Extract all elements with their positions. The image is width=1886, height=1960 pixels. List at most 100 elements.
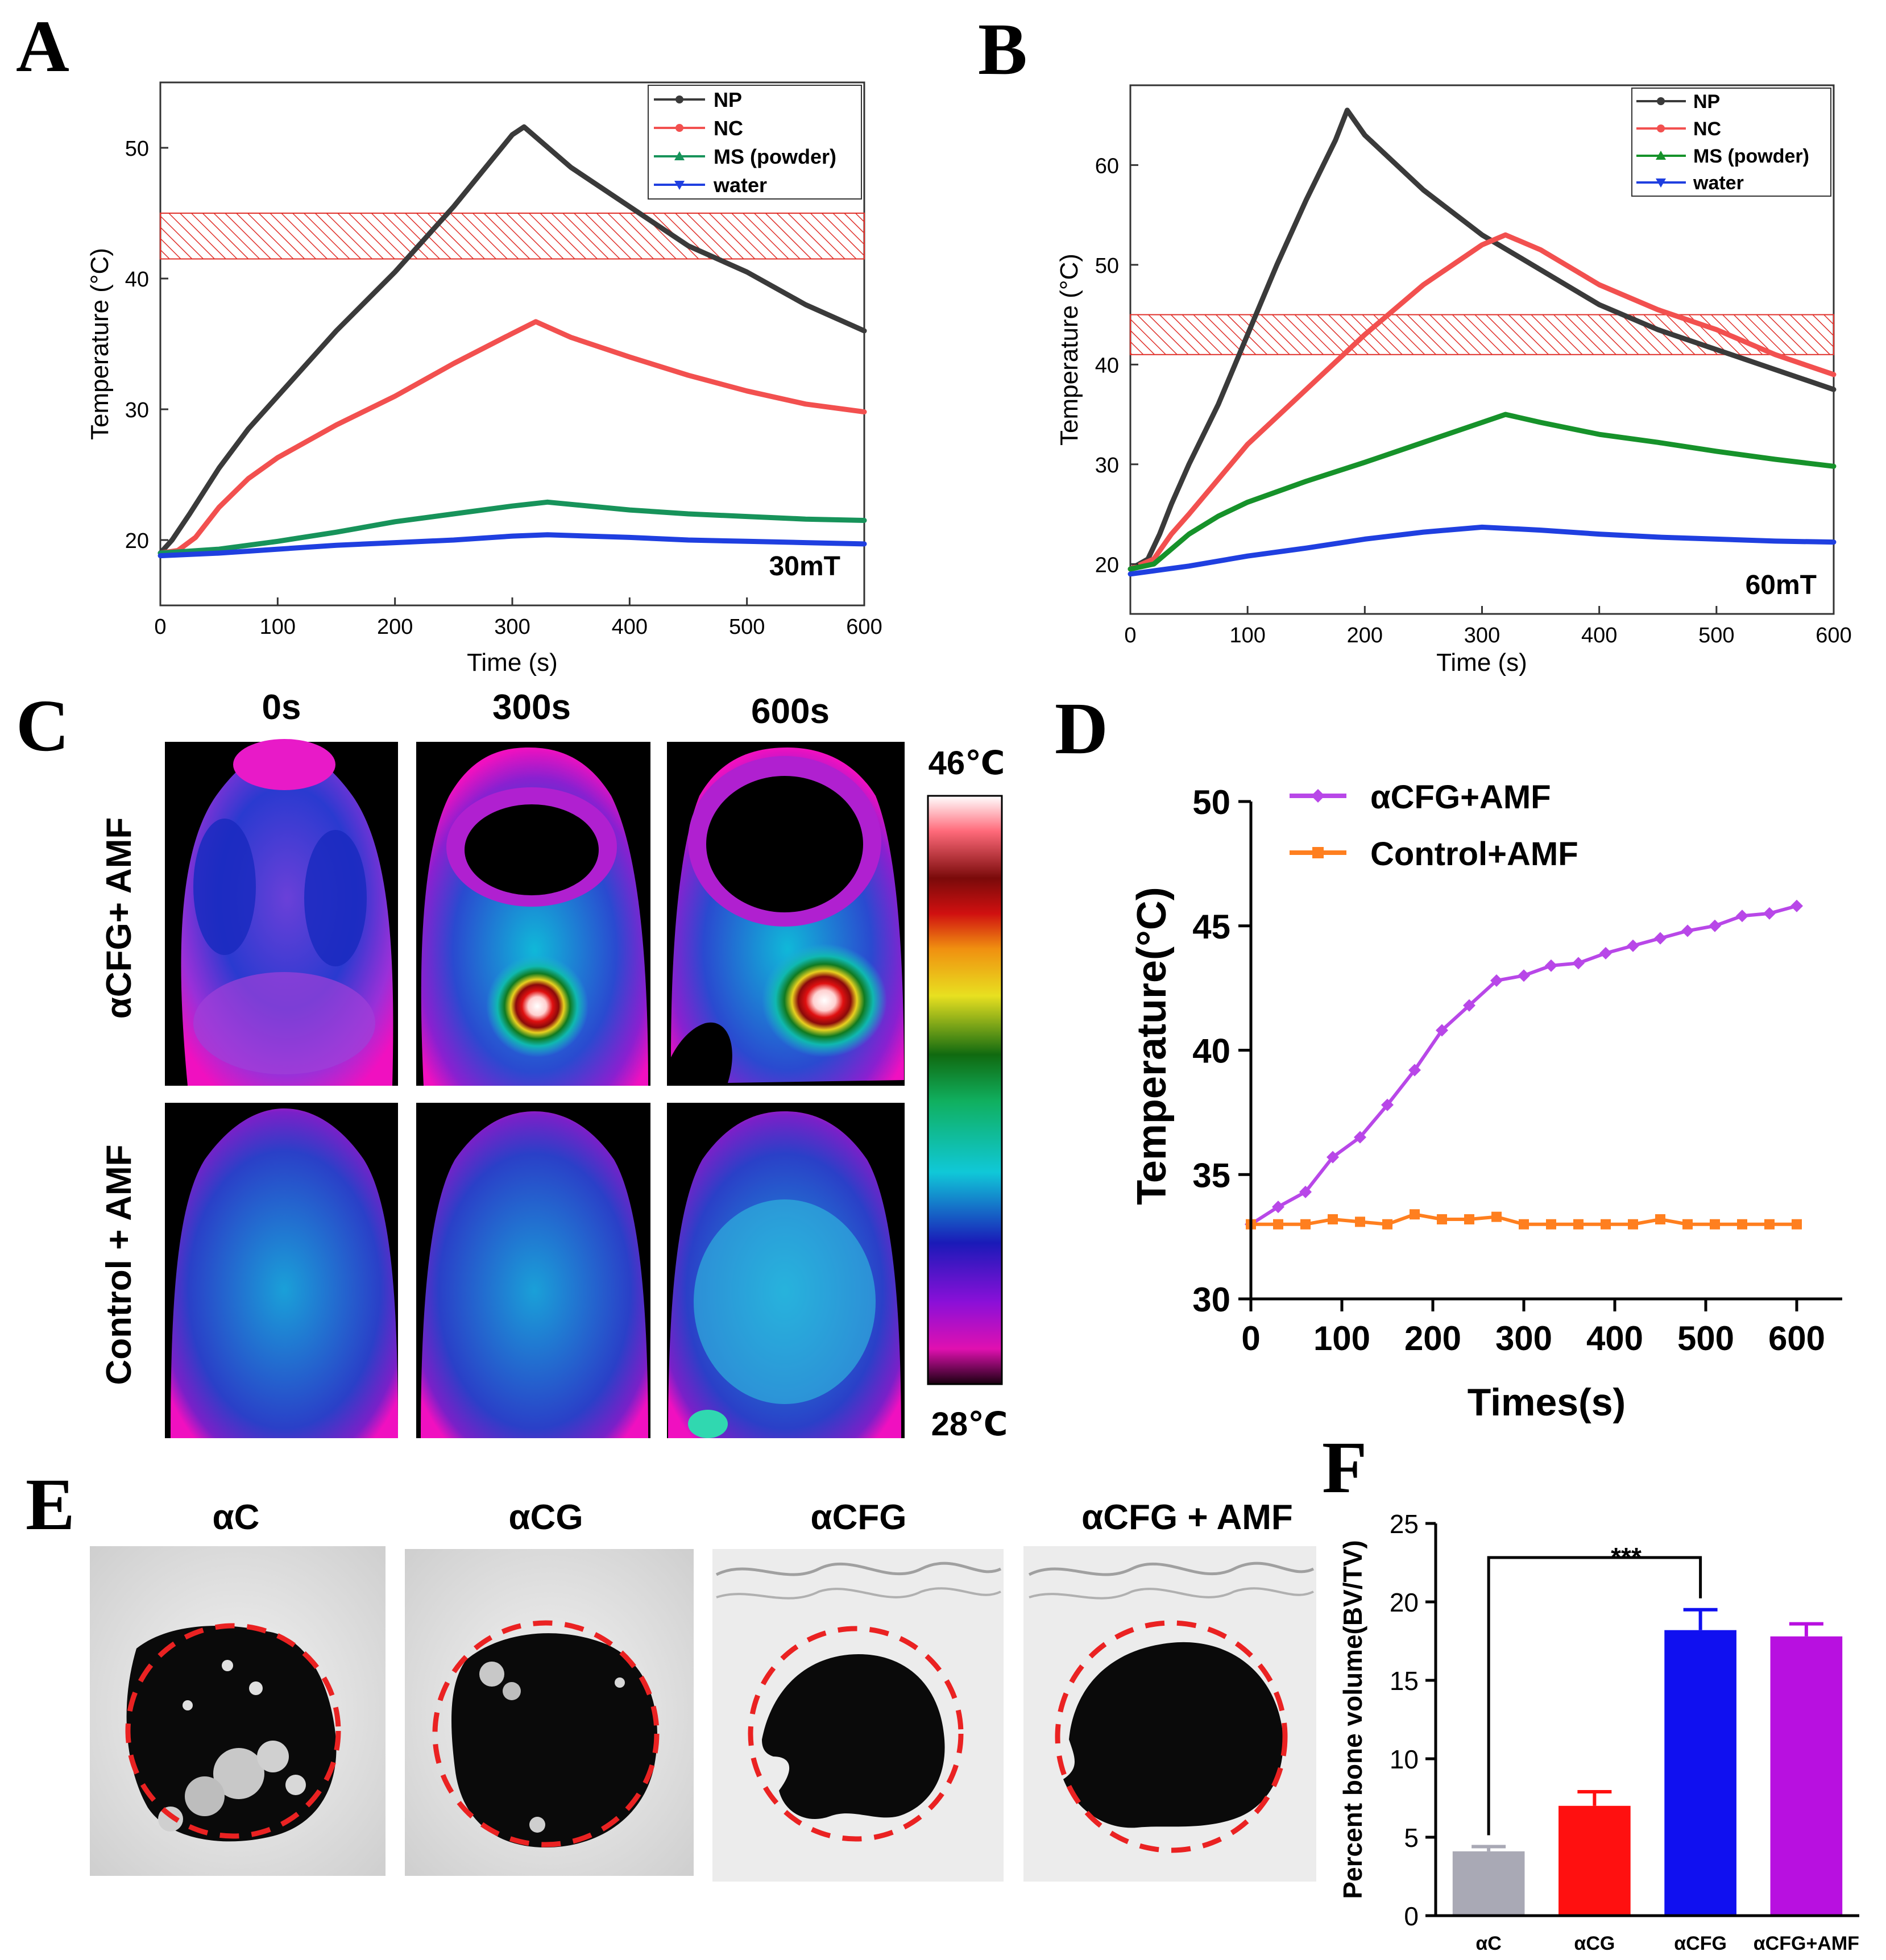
chart-d-axes: 0 100 200 300 400 500 600 30 35 40 45 50 <box>1192 783 1842 1357</box>
data-point-control-amf <box>1655 1214 1665 1224</box>
x-tick-label: 300 <box>1464 624 1500 647</box>
x-tick-label: 0 <box>1124 624 1136 647</box>
panel-letter-b: B <box>978 9 1027 90</box>
data-point-acfg-amf <box>1709 919 1721 932</box>
chart-b-xlabel: Time (s) <box>1436 649 1527 676</box>
chart-a-x-ticks: 0 100 200 300 400 500 600 <box>154 597 882 639</box>
data-point-control-amf <box>1300 1219 1311 1230</box>
data-point-acfg-amf <box>1763 907 1776 920</box>
chart-a-field-label: 30mT <box>769 551 840 582</box>
category-label: αCFG+AMF <box>1754 1933 1859 1954</box>
series-line-nc <box>1128 232 1837 572</box>
thermal-row-label-control: Control + AMF <box>100 1144 139 1385</box>
x-tick-label: 100 <box>1313 1319 1370 1357</box>
thermal-image-acfg-0s <box>165 739 398 1086</box>
x-tick-label: 200 <box>1404 1319 1461 1357</box>
data-point-control-amf <box>1273 1219 1283 1230</box>
panel-letter-e: E <box>26 1464 75 1546</box>
y-tick-label: 30 <box>125 398 149 422</box>
thermal-colorbar-max: 46℃ <box>929 745 1005 782</box>
data-point-control-amf <box>1628 1219 1638 1230</box>
data-point-acfg-amf <box>1599 946 1612 960</box>
y-tick-label: 25 <box>1390 1509 1419 1539</box>
data-point-acfg-amf <box>1627 939 1639 952</box>
y-tick-label: 20 <box>1095 553 1119 577</box>
legend-d-acfg-marker <box>1311 789 1325 803</box>
x-tick-label: 600 <box>1815 624 1851 647</box>
legend-d-control-label: Control+AMF <box>1370 836 1578 873</box>
y-tick-label: 50 <box>1095 254 1119 278</box>
panel-letter-c: C <box>16 685 69 767</box>
series-line-ms-powder- <box>157 499 867 556</box>
legend-a-ms-marker <box>674 151 685 160</box>
chart-a-legend-box <box>648 85 862 200</box>
x-tick-label: 0 <box>154 615 166 639</box>
series-line-np <box>157 124 867 556</box>
series-line-np <box>1128 107 1837 572</box>
chart-a-xlabel: Time (s) <box>467 649 558 676</box>
data-point-acfg-amf <box>1299 1185 1312 1198</box>
thermal-image-control-600s <box>667 1103 905 1438</box>
data-point-acfg-amf <box>1381 1098 1394 1111</box>
x-tick-label: 600 <box>846 615 882 639</box>
legend-a-nc-label: NC <box>714 117 743 140</box>
data-point-control-amf <box>1464 1214 1474 1224</box>
microct-label-acfg: αCFG <box>811 1498 907 1537</box>
legend-a-water-label: water <box>713 173 767 197</box>
data-point-acfg-amf <box>1518 969 1530 982</box>
y-tick-label: 0 <box>1404 1901 1419 1931</box>
thermal-time-300s: 300s <box>492 688 571 727</box>
x-tick-label: 500 <box>1698 624 1734 647</box>
y-tick-label: 5 <box>1404 1823 1419 1853</box>
data-point-control-amf <box>1764 1219 1775 1230</box>
panel-c: C 0s 300s 600s αCFG+ AMF Control + AMF <box>16 685 1008 1443</box>
chart-f-significance-label: *** <box>1611 1542 1642 1572</box>
y-tick-label: 50 <box>125 137 149 161</box>
microct-image-acfg <box>712 1549 1004 1882</box>
chart-d-xlabel: Times(s) <box>1468 1381 1626 1424</box>
chart-a-plot <box>157 124 867 559</box>
data-point-acfg-amf <box>1545 959 1557 972</box>
x-tick-label: 400 <box>612 615 648 639</box>
data-point-acfg-amf <box>1681 924 1694 937</box>
series-line-acfg-amf <box>1250 904 1797 1226</box>
y-tick-label: 10 <box>1390 1745 1419 1774</box>
bar-3 <box>1770 1636 1843 1916</box>
data-point-acfg-amf <box>1654 932 1667 945</box>
data-point-control-amf <box>1682 1219 1693 1230</box>
chart-d-ylabel: Temperature(°C) <box>1129 887 1175 1205</box>
microct-image-ac <box>90 1546 386 1876</box>
y-tick-label: 40 <box>1192 1032 1230 1070</box>
microct-label-ac: αC <box>213 1498 260 1537</box>
y-tick-label: 20 <box>1390 1588 1419 1617</box>
x-tick-label: 100 <box>260 615 296 639</box>
chart-f-plot: αC αCG αCFG αCFG+AMF <box>1452 1556 1859 1954</box>
thermal-image-control-300s <box>416 1103 650 1438</box>
data-point-control-amf <box>1710 1219 1720 1230</box>
chart-f-axes: 0 5 10 15 20 25 <box>1390 1509 1859 1931</box>
microct-label-acg: αCG <box>508 1498 583 1537</box>
legend-d-acfg-label: αCFG+AMF <box>1370 779 1551 816</box>
legend-b-water-marker <box>1656 178 1666 188</box>
x-tick-label: 100 <box>1229 624 1265 647</box>
x-tick-label: 500 <box>729 615 765 639</box>
x-tick-label: 300 <box>494 615 530 639</box>
legend-a-nc-marker <box>675 124 683 132</box>
chart-b-y-ticks: 20 30 40 50 60 <box>1095 154 1138 577</box>
y-tick-label: 20 <box>125 529 149 553</box>
y-tick-label: 45 <box>1192 908 1230 946</box>
chart-b-plot <box>1128 107 1837 577</box>
chart-a-legend: NP NC MS (powder) water <box>648 85 862 200</box>
y-tick-label: 30 <box>1192 1281 1230 1319</box>
x-tick-label: 500 <box>1677 1319 1734 1357</box>
legend-b-ms-marker <box>1656 151 1666 160</box>
data-point-control-amf <box>1737 1219 1747 1230</box>
chart-d-legend: αCFG+AMF Control+AMF <box>1290 779 1578 873</box>
y-tick-label: 15 <box>1390 1666 1419 1696</box>
category-label: αCFG <box>1674 1933 1727 1954</box>
legend-a-np-label: NP <box>714 88 742 111</box>
bar-1 <box>1558 1805 1631 1916</box>
chart-a-y-ticks: 20 30 40 50 <box>125 137 168 553</box>
